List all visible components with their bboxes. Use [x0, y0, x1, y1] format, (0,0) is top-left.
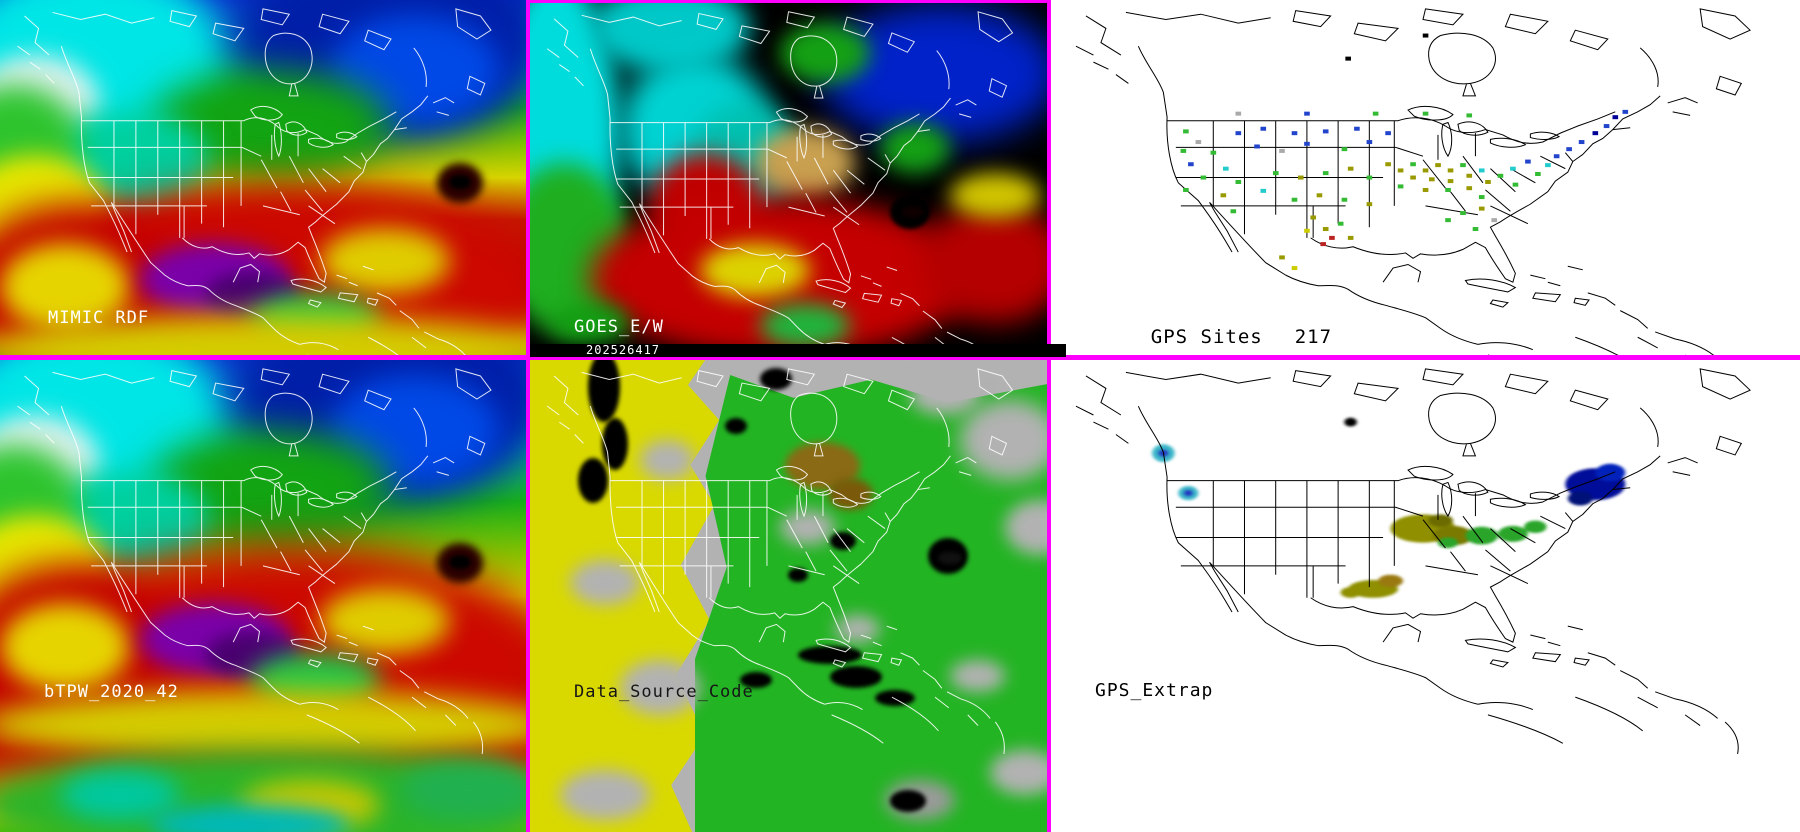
coastline-overlay-goes [546, 11, 1013, 355]
gps-sites-dots [1180, 33, 1629, 271]
panel-mimic-rdf: MIMIC RDF [0, 0, 526, 355]
panel-label-goes-ew: GOES_E/W [574, 317, 664, 337]
panel-label-btpw: bTPW_2020_42 [44, 682, 179, 702]
panel-goes-ew: GOES_E/W [530, 0, 1047, 355]
panel-label-mimic-rdf: MIMIC RDF [48, 308, 150, 328]
panel-gps-extrap: GPS_Extrap [1051, 360, 1800, 832]
data-source-field [530, 360, 1047, 832]
gps-extrap-blobs [1152, 417, 1626, 598]
coastline-overlay-dsc [546, 368, 1013, 755]
us-map-gps-extrap [1075, 368, 1751, 755]
gps-sites-count: 217 [1294, 326, 1333, 348]
timestamp-bar: 202526417 [530, 344, 1066, 357]
panel-label-gps-sites: GPS Sites 217 [1101, 304, 1332, 355]
panel-btpw: bTPW_2020_42 [0, 360, 526, 832]
panel-data-source-code: Data_Source_Code [530, 360, 1047, 832]
tpw-field-goes [530, 3, 1047, 355]
panel-label-gps-extrap: GPS_Extrap [1095, 680, 1214, 701]
coastline-overlay-btpw [17, 368, 492, 755]
panel-label-data-source-code: Data_Source_Code [574, 682, 754, 702]
gps-sites-title: GPS Sites [1150, 326, 1263, 348]
timestamp-text: 202526417 [586, 343, 661, 357]
panel-gps-sites: GPS Sites 217 [1051, 0, 1800, 355]
coastline-overlay-mimic [17, 8, 492, 355]
tpw-field-mimic [0, 0, 526, 355]
tpw-field-btpw [0, 360, 526, 832]
us-map-gps-sites [1075, 8, 1751, 355]
